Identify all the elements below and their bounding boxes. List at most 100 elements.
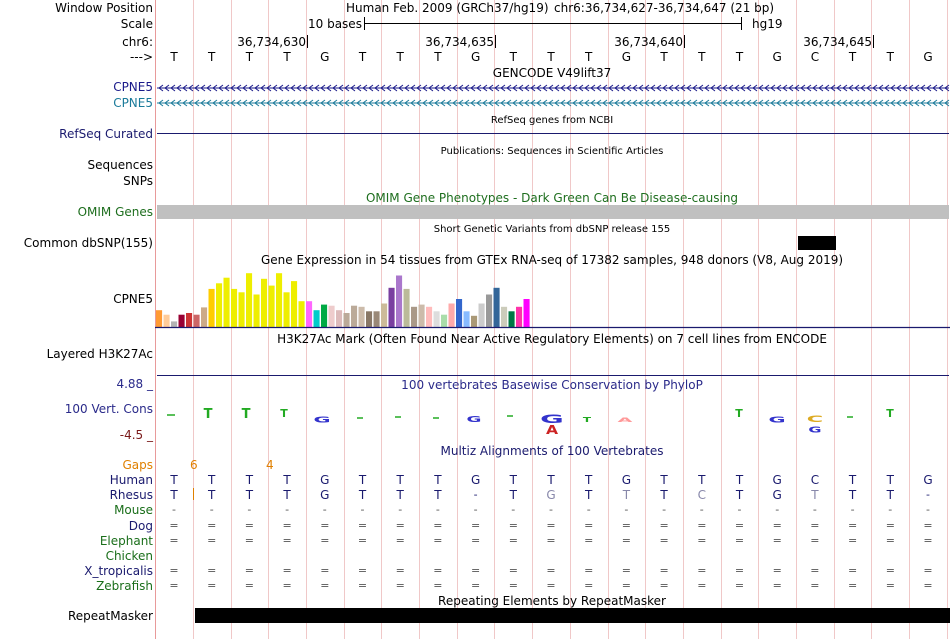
alignment-base: - [662, 503, 667, 517]
alignment-base: = [169, 533, 179, 547]
gtex-tissue-bar[interactable] [238, 292, 245, 327]
gtex-tissue-bar[interactable] [493, 287, 500, 327]
alignment-base: = [885, 533, 895, 547]
gtex-tissue-bar[interactable] [343, 313, 350, 327]
gtex-tissue-bar[interactable] [336, 310, 343, 327]
species-label-elephant[interactable]: Elephant [99, 533, 153, 548]
omim-gene-bar[interactable] [157, 205, 949, 219]
gtex-tissue-bar[interactable] [328, 305, 335, 327]
gtex-tissue-bar[interactable] [456, 299, 463, 327]
omim-track-label[interactable]: OMIM Genes [77, 205, 153, 219]
gtex-tissue-bar[interactable] [178, 314, 185, 327]
gtex-tissue-bar[interactable] [471, 315, 478, 327]
alignment-base: = [320, 518, 330, 532]
gtex-tissue-bar[interactable] [276, 273, 283, 327]
gtex-tissue-bar[interactable] [246, 273, 253, 327]
gtex-tissue-bar[interactable] [201, 307, 208, 327]
gtex-tissue-bar[interactable] [253, 294, 260, 328]
alignment-base: T [396, 473, 404, 487]
gtex-tissue-bar[interactable] [523, 299, 530, 327]
gtex-tissue-bar[interactable] [298, 301, 305, 327]
species-label-x_tropicalis[interactable]: X_tropicalis [84, 564, 153, 579]
gtex-tissue-bar[interactable] [426, 306, 433, 327]
gencode-transcript-1[interactable] [157, 81, 950, 95]
position-text[interactable]: chr6:36,734,627-36,734,647 (21 bp) [554, 1, 775, 15]
gtex-tissue-bar[interactable] [373, 311, 380, 327]
gtex-tissue-bar[interactable] [306, 301, 313, 327]
gtex-tissue-bar[interactable] [508, 311, 515, 327]
gtex-tissue-bar[interactable] [448, 303, 455, 328]
alignment-base: = [847, 518, 858, 532]
alignment-base: = [282, 533, 292, 547]
gtex-tissue-bar[interactable] [193, 314, 200, 327]
gencode-gene-label[interactable]: CPNE5 [113, 80, 153, 94]
gtex-tissue-bar[interactable] [208, 288, 215, 327]
scale-bar-line [364, 23, 742, 24]
gtex-tissue-bar[interactable] [411, 306, 418, 327]
gtex-tissue-bar[interactable] [501, 306, 508, 327]
alignment-base: = [923, 518, 933, 532]
alignment-base: = [207, 564, 217, 578]
gtex-tissue-bar[interactable] [418, 304, 425, 327]
gtex-tissue-bar[interactable] [321, 304, 328, 327]
gtex-tissue-bar[interactable] [433, 311, 440, 327]
gtex-expression-chart[interactable] [155, 270, 950, 330]
gtex-tissue-bar[interactable] [171, 321, 178, 327]
h3k27ac-track-label[interactable]: Layered H3K27Ac [46, 347, 153, 361]
gtex-tissue-bar[interactable] [366, 311, 373, 327]
snps-track-label[interactable]: SNPs [123, 174, 153, 188]
species-label-human[interactable]: Human [109, 473, 153, 487]
repeatmasker-track-label[interactable]: RepeatMasker [67, 609, 153, 623]
alignment-base: = [357, 533, 368, 547]
gtex-tissue-bar[interactable] [261, 278, 268, 327]
gtex-tissue-bar[interactable] [351, 305, 358, 327]
alignment-base: G [320, 473, 330, 487]
gtex-tissue-bar[interactable] [223, 277, 230, 327]
gtex-tissue-bar[interactable] [186, 313, 193, 327]
alignment-base: - [172, 503, 176, 517]
gtex-tissue-bar[interactable] [216, 283, 223, 327]
grid-line [683, 0, 684, 639]
gtex-tissue-bar[interactable] [291, 281, 298, 327]
gtex-tissue-bar[interactable] [463, 311, 470, 327]
dbsnp-track-label[interactable]: Common dbSNP(155) [23, 236, 153, 250]
species-label-chicken[interactable]: Chicken [105, 549, 153, 563]
gtex-tissue-bar[interactable] [268, 285, 275, 327]
refseq-track-label[interactable]: RefSeq Curated [59, 127, 153, 141]
phylop-logo-track[interactable]: T T T G G G A T A T G C G T [157, 406, 949, 442]
gtex-tissue-bar[interactable] [163, 314, 170, 327]
refseq-gene-line[interactable] [157, 133, 949, 134]
gtex-tissue-bar[interactable] [283, 292, 290, 327]
base-letter: T [358, 50, 367, 64]
repeatmasker-element[interactable] [195, 608, 950, 623]
alignment-base: = [433, 579, 443, 593]
gencode-transcript-2[interactable] [157, 96, 950, 110]
alignment-base: = [847, 564, 858, 578]
sequences-track-label[interactable]: Sequences [87, 158, 153, 172]
alignment-base: - [775, 503, 780, 517]
gtex-gene-label[interactable]: CPNE5 [113, 292, 153, 306]
phylop-ymin-label: -4.5 _ [119, 428, 153, 442]
grid-line [909, 0, 910, 639]
species-label-zebrafish[interactable]: Zebrafish [96, 579, 153, 594]
species-label-mouse[interactable]: Mouse [114, 503, 153, 518]
phylop-track-label[interactable]: 100 Vert. Cons [64, 402, 153, 416]
dbsnp-variant-block[interactable] [798, 236, 836, 250]
gencode-gene-label-2[interactable]: CPNE5 [113, 96, 153, 110]
gtex-tissue-bar[interactable] [516, 306, 523, 327]
gtex-tissue-bar[interactable] [156, 310, 163, 327]
gtex-tissue-bar[interactable] [381, 303, 388, 328]
alignment-base: = [584, 579, 594, 593]
gtex-tissue-bar[interactable] [231, 288, 238, 327]
species-label-rhesus[interactable]: Rhesus [109, 488, 153, 503]
gtex-tissue-bar[interactable] [478, 303, 485, 328]
species-label-dog[interactable]: Dog [128, 518, 153, 533]
gtex-tissue-bar[interactable] [441, 314, 448, 327]
gtex-tissue-bar[interactable] [313, 310, 320, 327]
gtex-tissue-bar[interactable] [358, 306, 365, 327]
gtex-tissue-bar[interactable] [396, 275, 403, 328]
gtex-tissue-bar[interactable] [388, 287, 395, 327]
gtex-tissue-bar[interactable] [486, 294, 493, 328]
dbsnp-track-title: Short Genetic Variants from dbSNP releas… [433, 224, 671, 235]
gtex-tissue-bar[interactable] [403, 288, 410, 327]
